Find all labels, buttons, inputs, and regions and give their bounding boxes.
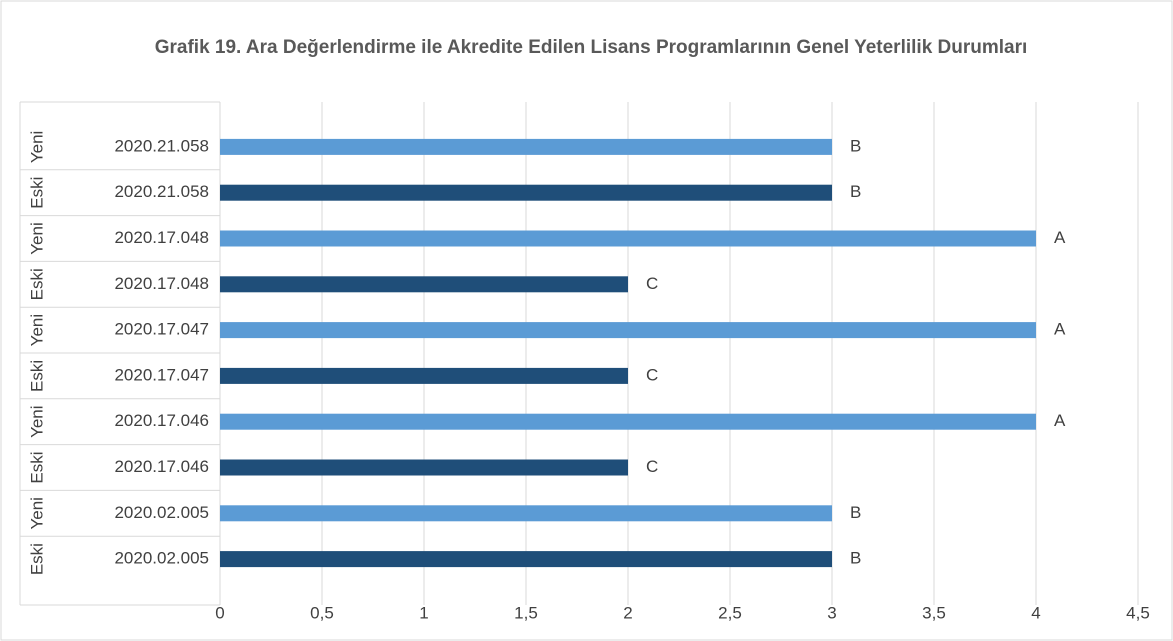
- x-tick-label: 3,5: [922, 603, 946, 622]
- data-label: B: [850, 182, 861, 201]
- x-tick-label: 0: [215, 603, 224, 622]
- data-label: A: [1054, 320, 1066, 339]
- bar: [220, 367, 628, 384]
- group-label: Eski: [27, 451, 46, 483]
- y-tick-label: 2020.17.047: [114, 320, 209, 339]
- y-tick-label: 2020.17.048: [114, 228, 209, 247]
- x-tick-label: 4,5: [1126, 603, 1150, 622]
- bar: [220, 505, 832, 522]
- x-tick-label: 4: [1031, 603, 1040, 622]
- x-tick-label: 1: [419, 603, 428, 622]
- data-label: C: [646, 457, 658, 476]
- x-tick-label: 2,5: [718, 603, 742, 622]
- data-label: C: [646, 274, 658, 293]
- bar: [220, 276, 628, 293]
- y-tick-label: 2020.17.047: [114, 365, 209, 384]
- group-label: Eski: [27, 543, 46, 575]
- bar: [220, 413, 1036, 430]
- x-tick-label: 3: [827, 603, 836, 622]
- bar: [220, 551, 832, 568]
- y-tick-label: 2020.21.058: [114, 182, 209, 201]
- group-label: Yeni: [27, 222, 46, 254]
- y-tick-label: 2020.17.048: [114, 274, 209, 293]
- bar: [220, 459, 628, 476]
- group-label: Yeni: [27, 497, 46, 529]
- data-label: B: [850, 549, 861, 568]
- bar: [220, 138, 832, 155]
- data-label: A: [1054, 411, 1066, 430]
- y-tick-label: 2020.21.058: [114, 136, 209, 155]
- chart-title: Grafik 19. Ara Değerlendirme ile Akredit…: [154, 37, 1028, 58]
- x-tick-label: 2: [623, 603, 632, 622]
- group-label: Eski: [27, 177, 46, 209]
- x-tick-label: 0,5: [310, 603, 334, 622]
- group-label: Eski: [27, 360, 46, 392]
- bar: [220, 184, 832, 201]
- group-label: Yeni: [27, 314, 46, 346]
- data-label: B: [850, 503, 861, 522]
- data-label: C: [646, 365, 658, 384]
- data-label: A: [1054, 228, 1066, 247]
- y-tick-label: 2020.17.046: [114, 457, 209, 476]
- group-label: Yeni: [27, 405, 46, 437]
- group-label: Eski: [27, 268, 46, 300]
- y-tick-label: 2020.17.046: [114, 411, 209, 430]
- y-tick-label: 2020.02.005: [114, 549, 209, 568]
- bar: [220, 230, 1036, 247]
- y-tick-label: 2020.02.005: [114, 503, 209, 522]
- x-tick-label: 1,5: [514, 603, 538, 622]
- data-label: B: [850, 136, 861, 155]
- bar: [220, 322, 1036, 339]
- group-label: Yeni: [27, 131, 46, 163]
